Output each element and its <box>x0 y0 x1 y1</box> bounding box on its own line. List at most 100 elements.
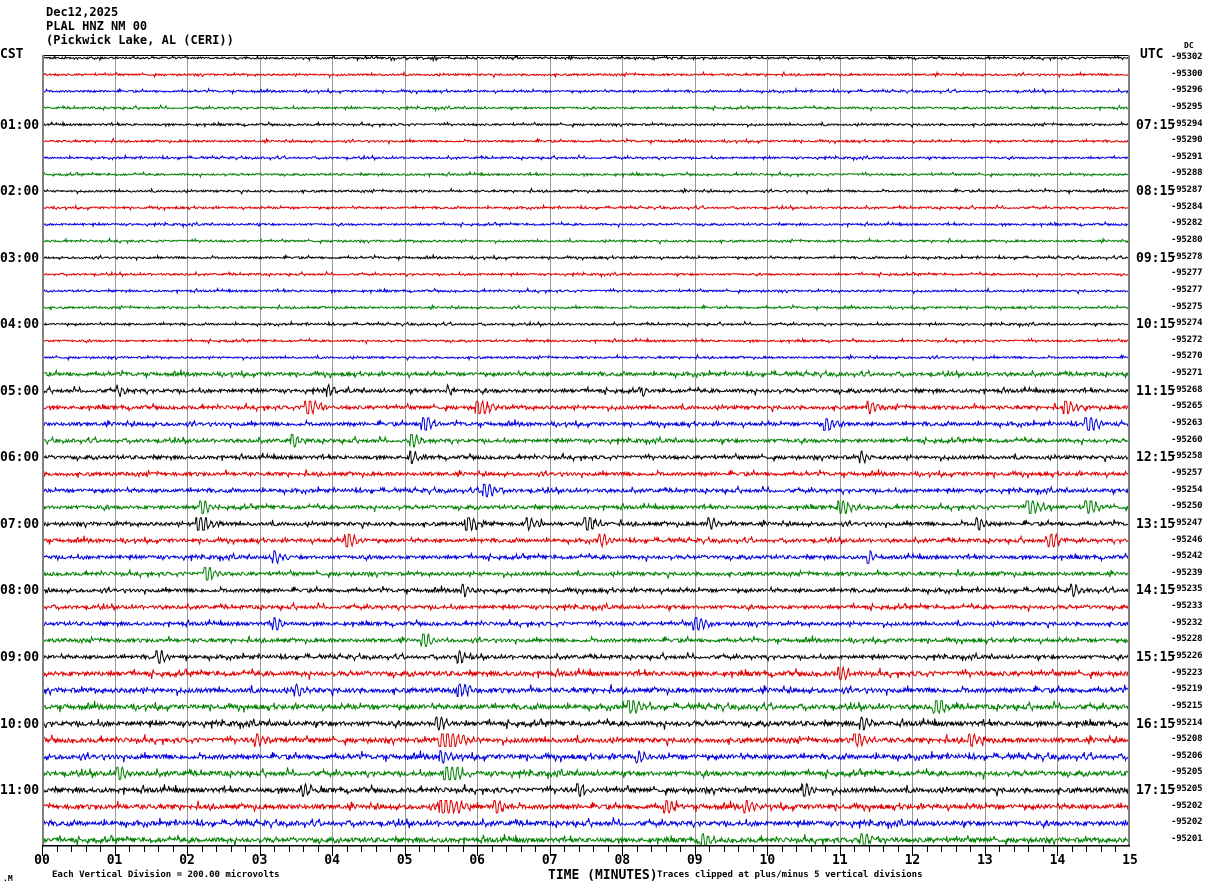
header-station-location: (Pickwick Lake, AL (CERI)) <box>46 33 234 47</box>
cst-time-label: 11:00 <box>0 783 40 799</box>
trace-11 <box>42 236 1130 245</box>
dc-offset-value: -95202 <box>1171 817 1203 828</box>
dc-offset-value: -95277 <box>1171 268 1203 279</box>
cst-time-label: 03:00 <box>0 250 40 266</box>
dc-offset-value: -95272 <box>1171 334 1203 345</box>
trace-4 <box>42 120 1130 129</box>
trace-0 <box>42 55 1130 63</box>
dc-offset-value: -95278 <box>1171 251 1203 262</box>
x-tick-label: 06 <box>469 853 486 868</box>
utc-time-label: 10:15 <box>1136 317 1176 333</box>
trace-17 <box>42 336 1130 346</box>
dc-offset-value: -95282 <box>1171 218 1203 229</box>
dc-column-header: DC <box>1184 41 1194 50</box>
utc-time-label: 11:15 <box>1136 383 1176 399</box>
dc-offset-value: -95246 <box>1171 534 1203 545</box>
dc-offset-value: -95223 <box>1171 667 1203 678</box>
x-tick-label: 08 <box>614 853 631 868</box>
left-timezone-label: CST <box>0 47 24 62</box>
dc-offset-value: -95265 <box>1171 401 1203 412</box>
dc-offset-value: -95296 <box>1171 85 1203 96</box>
x-tick-label: 15 <box>1122 853 1138 868</box>
trace-31 <box>42 567 1130 582</box>
x-tick-label: 04 <box>324 853 340 868</box>
trace-33 <box>42 601 1130 613</box>
dc-offset-value: -95280 <box>1171 235 1203 246</box>
trace-46 <box>42 817 1130 830</box>
dc-offset-value: -95271 <box>1171 368 1203 379</box>
dc-offset-value: -95233 <box>1171 601 1203 612</box>
trace-39 <box>42 700 1130 715</box>
dc-offset-value: -95274 <box>1171 318 1203 329</box>
cst-time-label: 04:00 <box>0 317 40 333</box>
dc-offset-value: -95257 <box>1171 467 1203 478</box>
trace-6 <box>42 153 1130 163</box>
cst-time-label: 07:00 <box>0 516 40 532</box>
utc-time-label: 16:15 <box>1136 716 1176 732</box>
utc-time-label: 14:15 <box>1136 583 1176 599</box>
seismogram-plot[interactable] <box>42 55 1130 845</box>
dc-offset-value: -95295 <box>1171 101 1203 112</box>
utc-time-label: 07:15 <box>1136 117 1176 133</box>
x-tick-label: 14 <box>1049 853 1066 868</box>
trace-23 <box>42 434 1130 448</box>
dc-offset-value: -95254 <box>1171 484 1203 495</box>
trace-14 <box>42 286 1130 295</box>
trace-24 <box>42 450 1130 465</box>
dc-offset-value: -95258 <box>1171 451 1203 462</box>
utc-time-label: 12:15 <box>1136 450 1176 466</box>
dc-offset-value: -95263 <box>1171 418 1203 429</box>
dc-offset-value: -95235 <box>1171 584 1203 595</box>
x-tick-label: 05 <box>396 853 413 868</box>
scale-note: Each Vertical Division = 200.00 microvol… <box>52 870 280 880</box>
trace-8 <box>42 187 1130 196</box>
x-tick-label: 00 <box>34 853 50 868</box>
dc-offset-value: -95260 <box>1171 434 1203 445</box>
dc-offset-value: -95302 <box>1171 52 1203 62</box>
trace-3 <box>42 103 1130 113</box>
dc-offset-value: -95270 <box>1171 351 1203 362</box>
trace-1 <box>42 70 1130 79</box>
trace-21 <box>42 399 1130 416</box>
trace-18 <box>42 353 1130 362</box>
utc-time-label: 09:15 <box>1136 250 1176 266</box>
corner-mark: .M <box>3 874 13 883</box>
trace-12 <box>42 253 1130 262</box>
cst-time-label: 05:00 <box>0 383 40 399</box>
dc-offset-value: -95287 <box>1171 185 1203 196</box>
dc-offset-value: -95291 <box>1171 151 1203 162</box>
trace-26 <box>42 483 1130 498</box>
trace-30 <box>42 549 1130 565</box>
trace-41 <box>42 732 1130 749</box>
dc-offset-value: -95300 <box>1171 68 1203 79</box>
dc-offset-value: -95228 <box>1171 634 1203 645</box>
trace-27 <box>42 499 1130 514</box>
dc-offset-value: -95250 <box>1171 501 1203 512</box>
x-axis-title: TIME (MINUTES) <box>548 868 658 883</box>
trace-45 <box>42 799 1130 815</box>
dc-offset-value: -95226 <box>1171 650 1203 661</box>
trace-28 <box>42 517 1130 532</box>
dc-offset-value: -95202 <box>1171 800 1203 811</box>
dc-offset-value: -95277 <box>1171 284 1203 295</box>
trace-47 <box>42 833 1130 845</box>
x-axis-ticks <box>42 844 1131 856</box>
dc-offset-value: -95268 <box>1171 384 1203 395</box>
cst-time-label: 08:00 <box>0 583 40 599</box>
dc-offset-value: -95232 <box>1171 617 1203 628</box>
x-tick-label: 01 <box>106 853 123 868</box>
x-tick-label: 10 <box>759 853 776 868</box>
cst-time-label: 10:00 <box>0 716 40 732</box>
x-axis <box>42 844 1131 861</box>
trace-35 <box>42 632 1130 647</box>
trace-20 <box>42 382 1130 398</box>
cst-time-label: 02:00 <box>0 184 40 200</box>
trace-15 <box>42 303 1130 312</box>
dc-offset-value: -95206 <box>1171 750 1203 761</box>
dc-offset-value: -95214 <box>1171 717 1203 728</box>
seismogram-canvas <box>42 55 1130 845</box>
dc-offset-value: -95201 <box>1171 834 1203 844</box>
dc-offset-value: -95247 <box>1171 517 1203 528</box>
trace-19 <box>42 368 1130 380</box>
dc-offset-value: -95215 <box>1171 700 1203 711</box>
